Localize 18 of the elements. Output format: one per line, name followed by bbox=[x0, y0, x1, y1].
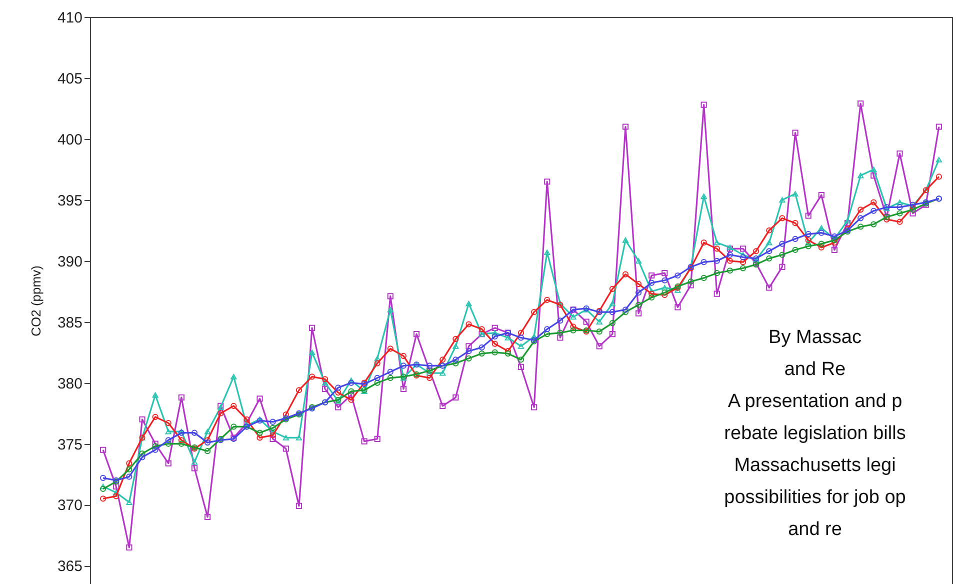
annotation: A presentation and p bbox=[728, 391, 902, 412]
annotation: and re bbox=[788, 519, 842, 540]
annotation: and Re bbox=[784, 359, 846, 380]
annotation: Massachusetts legi bbox=[734, 455, 896, 476]
y-tick-label: 400 bbox=[57, 131, 82, 148]
y-axis-title: CO2 (ppmv) bbox=[28, 266, 44, 336]
y-tick-label: 365 bbox=[57, 558, 82, 576]
y-tick-label: 410 bbox=[57, 10, 82, 26]
y-tick-label: 385 bbox=[57, 314, 82, 332]
annotation: By Massac bbox=[768, 327, 862, 348]
annotation: rebate legislation bills bbox=[724, 423, 906, 444]
y-tick-label: 380 bbox=[57, 375, 82, 392]
y-tick-label: 390 bbox=[57, 253, 82, 270]
y-tick-label: 395 bbox=[57, 192, 82, 210]
annotation: possibilities for job op bbox=[724, 487, 906, 508]
y-tick-label: 405 bbox=[57, 70, 82, 88]
y-tick-label: 370 bbox=[57, 497, 82, 514]
y-tick-label: 375 bbox=[57, 436, 82, 454]
